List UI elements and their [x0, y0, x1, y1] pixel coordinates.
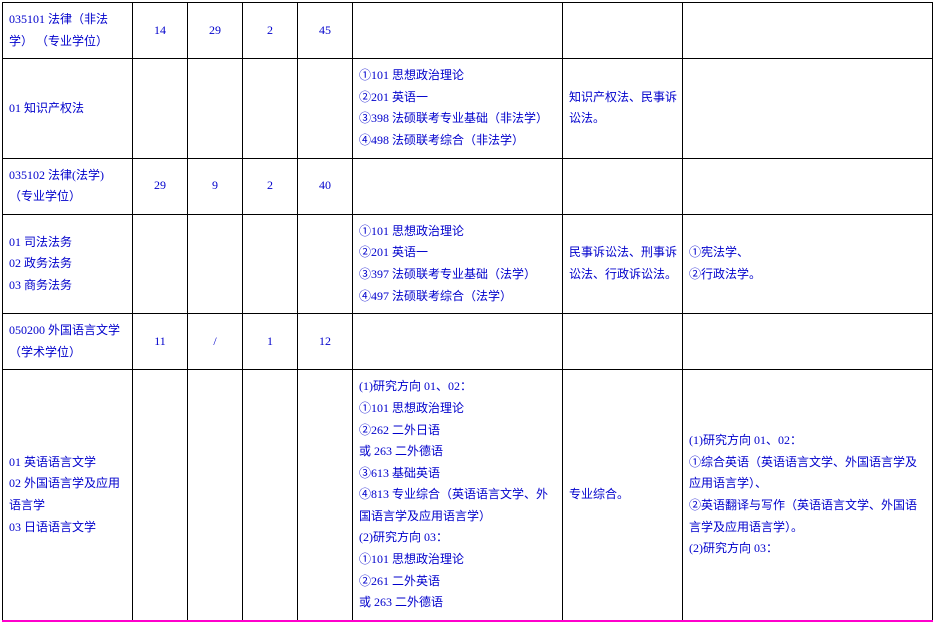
program-code: 035102 法律(法学) （专业学位） — [3, 158, 133, 214]
stat-2: 9 — [188, 158, 243, 214]
stat-3: 2 — [243, 158, 298, 214]
empty-cell — [188, 59, 243, 158]
direction-cell: 01 司法法务 02 政务法务 03 商务法务 — [3, 214, 133, 313]
empty-cell — [683, 158, 933, 214]
empty-cell — [683, 314, 933, 370]
empty-cell — [353, 314, 563, 370]
page-bottom-divider — [2, 620, 933, 622]
exam-cell: ①101 思想政治理论 ②201 英语一 ③398 法硕联考专业基础（非法学） … — [353, 59, 563, 158]
program-table: 035101 法律（非法学） （专业学位） 14 29 2 45 01 知识产权… — [2, 2, 933, 621]
empty-cell — [133, 370, 188, 621]
program-detail-row: 01 司法法务 02 政务法务 03 商务法务 ①101 思想政治理论 ②201… — [3, 214, 933, 313]
empty-cell — [563, 3, 683, 59]
stat-2: 29 — [188, 3, 243, 59]
stat-3: 2 — [243, 3, 298, 59]
direction-cell: 01 英语语言文学 02 外国语言学及应用语言学 03 日语语言文学 — [3, 370, 133, 621]
stat-1: 14 — [133, 3, 188, 59]
empty-cell — [683, 3, 933, 59]
note-cell: (1)研究方向 01、02： ①综合英语（英语语言文学、外国语言学及应用语言学）… — [683, 370, 933, 621]
empty-cell — [188, 370, 243, 621]
empty-cell — [188, 214, 243, 313]
stat-1: 11 — [133, 314, 188, 370]
stat-4: 12 — [298, 314, 353, 370]
empty-cell — [563, 314, 683, 370]
empty-cell — [243, 370, 298, 621]
reference-cell: 专业综合。 — [563, 370, 683, 621]
program-code: 050200 外国语言文学（学术学位） — [3, 314, 133, 370]
stat-4: 40 — [298, 158, 353, 214]
empty-cell — [298, 214, 353, 313]
reference-cell: 民事诉讼法、刑事诉讼法、行政诉讼法。 — [563, 214, 683, 313]
empty-cell — [353, 158, 563, 214]
empty-cell — [243, 59, 298, 158]
program-header-row: 050200 外国语言文学（学术学位） 11 / 1 12 — [3, 314, 933, 370]
note-cell — [683, 59, 933, 158]
program-header-row: 035101 法律（非法学） （专业学位） 14 29 2 45 — [3, 3, 933, 59]
program-header-row: 035102 法律(法学) （专业学位） 29 9 2 40 — [3, 158, 933, 214]
empty-cell — [563, 158, 683, 214]
exam-cell: (1)研究方向 01、02： ①101 思想政治理论 ②262 二外日语 或 2… — [353, 370, 563, 621]
empty-cell — [298, 59, 353, 158]
stat-3: 1 — [243, 314, 298, 370]
note-cell: ①宪法学、 ②行政法学。 — [683, 214, 933, 313]
program-detail-row: 01 英语语言文学 02 外国语言学及应用语言学 03 日语语言文学 (1)研究… — [3, 370, 933, 621]
stat-1: 29 — [133, 158, 188, 214]
empty-cell — [298, 370, 353, 621]
reference-cell: 知识产权法、民事诉讼法。 — [563, 59, 683, 158]
direction-cell: 01 知识产权法 — [3, 59, 133, 158]
empty-cell — [243, 214, 298, 313]
empty-cell — [133, 59, 188, 158]
stat-4: 45 — [298, 3, 353, 59]
exam-cell: ①101 思想政治理论 ②201 英语一 ③397 法硕联考专业基础（法学） ④… — [353, 214, 563, 313]
empty-cell — [133, 214, 188, 313]
empty-cell — [353, 3, 563, 59]
program-code: 035101 法律（非法学） （专业学位） — [3, 3, 133, 59]
stat-2: / — [188, 314, 243, 370]
program-detail-row: 01 知识产权法 ①101 思想政治理论 ②201 英语一 ③398 法硕联考专… — [3, 59, 933, 158]
